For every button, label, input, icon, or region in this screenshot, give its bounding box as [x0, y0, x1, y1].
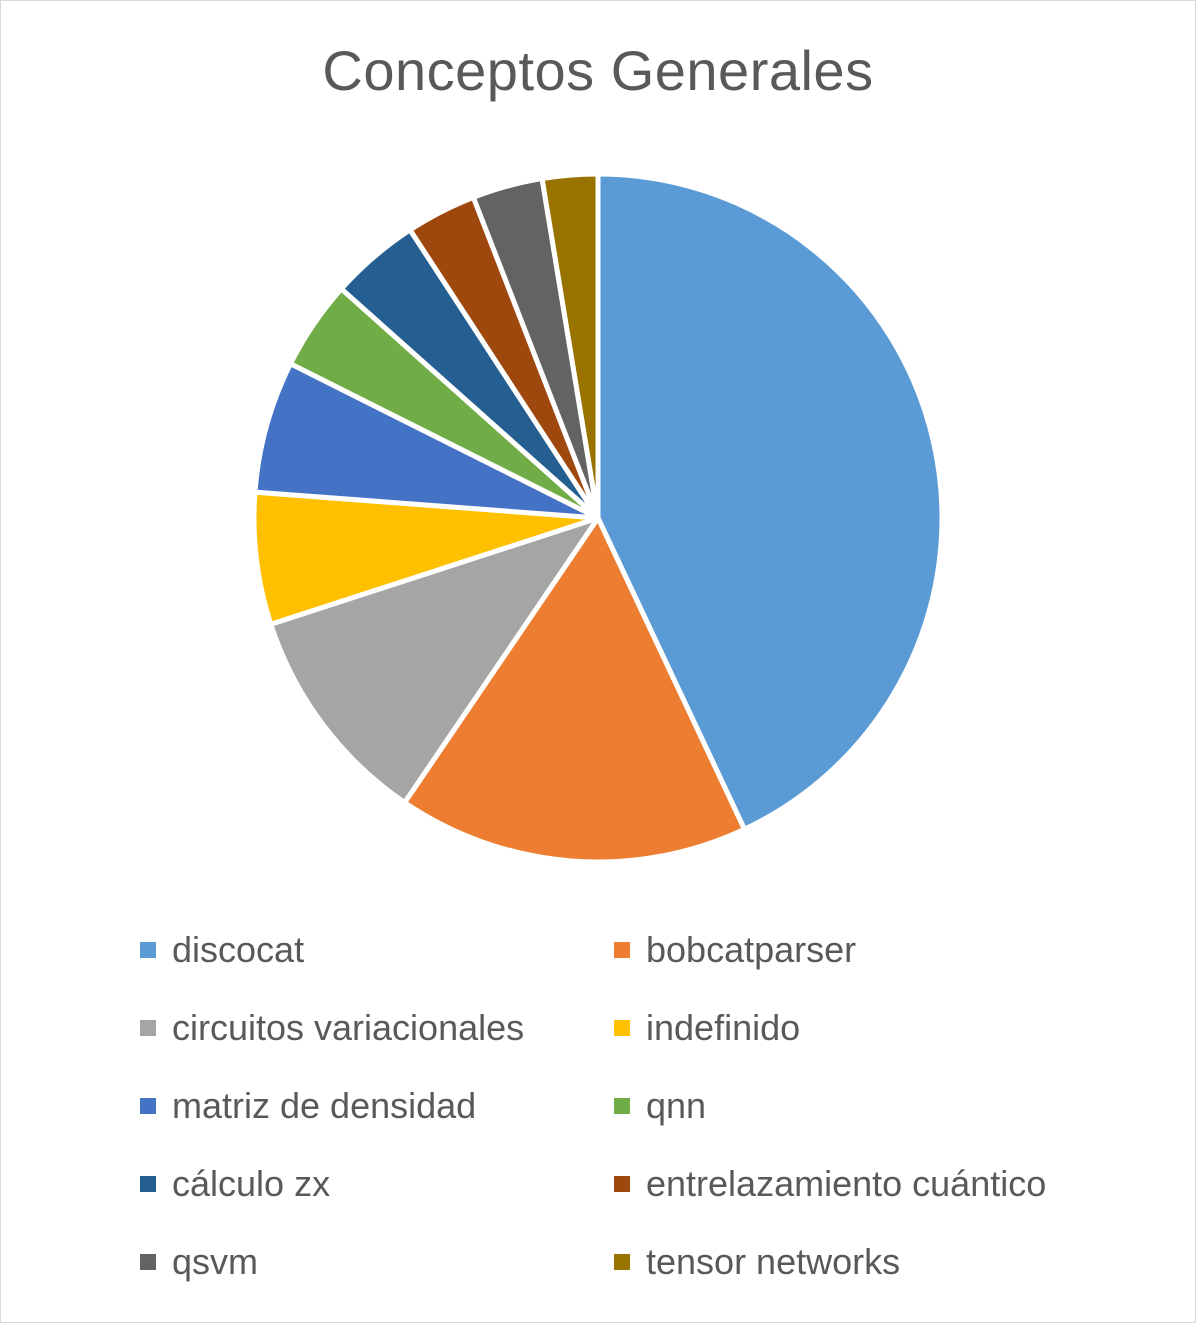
- legend-swatch: [140, 1254, 156, 1270]
- legend-swatch: [614, 1020, 630, 1036]
- legend-swatch: [614, 1254, 630, 1270]
- legend-item: tensor networks: [614, 1232, 900, 1292]
- legend-swatch: [614, 1176, 630, 1192]
- pie-slice-4: [252, 361, 601, 521]
- legend-label: qnn: [646, 1085, 707, 1126]
- legend-item: circuitos variacionales: [140, 998, 524, 1058]
- legend-label: cálculo zx: [172, 1163, 331, 1204]
- legend-swatch: [140, 1176, 156, 1192]
- pie-slice-0: [595, 171, 945, 832]
- legend-item: qsvm: [140, 1232, 258, 1292]
- legend-item: entrelazamiento cuántico: [614, 1154, 1046, 1214]
- legend-swatch: [614, 1098, 630, 1114]
- legend-item: indefinido: [614, 998, 800, 1058]
- legend-label: entrelazamiento cuántico: [646, 1163, 1047, 1204]
- pie-slice-1: [402, 515, 747, 865]
- legend-label: tensor networks: [646, 1241, 901, 1282]
- pie-slice-9: [539, 171, 601, 521]
- pie-slice-3: [251, 489, 601, 627]
- legend-swatch: [140, 1020, 156, 1036]
- legend-swatch: [614, 942, 630, 958]
- pie-slice-2: [268, 515, 601, 806]
- legend-item: matriz de densidad: [140, 1076, 476, 1136]
- legend-label: bobcatparser: [646, 929, 857, 970]
- legend-label: indefinido: [646, 1007, 801, 1048]
- legend-item: qnn: [614, 1076, 706, 1136]
- legend-swatch: [140, 942, 156, 958]
- legend-item: cálculo zx: [140, 1154, 330, 1214]
- legend-label: discocat: [172, 929, 305, 970]
- legend-label: matriz de densidad: [172, 1085, 477, 1126]
- legend-item: discocat: [140, 920, 304, 980]
- legend-swatch: [140, 1098, 156, 1114]
- legend-label: qsvm: [172, 1241, 259, 1282]
- legend-item: bobcatparser: [614, 920, 856, 980]
- chart-title: Conceptos Generales: [322, 39, 874, 102]
- legend-label: circuitos variacionales: [172, 1007, 525, 1048]
